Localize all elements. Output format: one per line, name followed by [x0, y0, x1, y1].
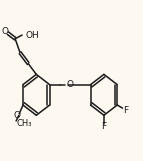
- Text: O: O: [66, 80, 73, 89]
- Text: OH: OH: [26, 31, 39, 40]
- Text: F: F: [123, 106, 128, 115]
- Text: F: F: [101, 122, 107, 131]
- Text: O: O: [14, 111, 21, 120]
- Text: O: O: [2, 27, 9, 36]
- Text: CH₃: CH₃: [16, 118, 32, 128]
